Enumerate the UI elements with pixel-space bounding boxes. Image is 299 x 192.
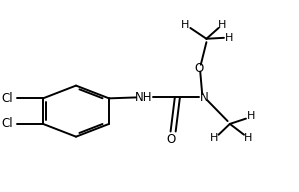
Text: Cl: Cl: [1, 92, 13, 105]
Text: Cl: Cl: [1, 118, 13, 130]
Text: O: O: [167, 133, 176, 146]
Text: H: H: [181, 20, 190, 30]
Text: N: N: [200, 91, 209, 104]
Text: H: H: [218, 20, 226, 30]
Text: O: O: [195, 62, 204, 74]
Text: NH: NH: [135, 91, 152, 104]
Text: H: H: [244, 133, 252, 143]
Text: H: H: [247, 111, 255, 121]
Text: H: H: [225, 33, 233, 43]
Text: H: H: [210, 133, 219, 143]
